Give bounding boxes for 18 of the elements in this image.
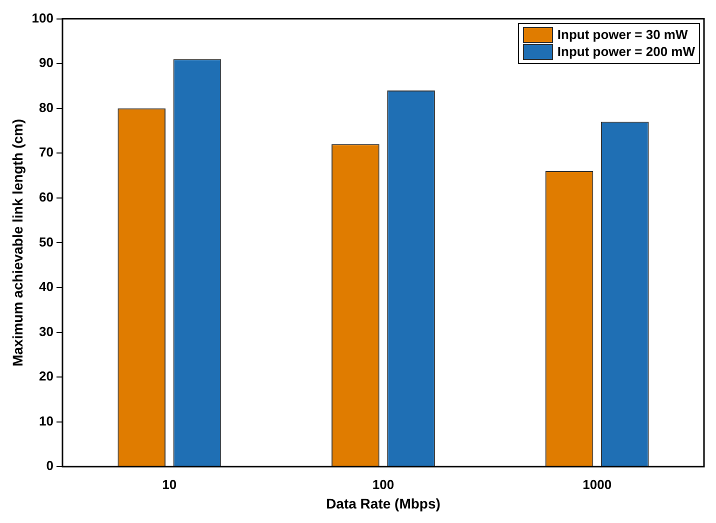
legend-label: Input power = 200 mW bbox=[557, 44, 695, 60]
y-tick-label: 40 bbox=[39, 279, 54, 294]
x-tick-label: 1000 bbox=[582, 476, 612, 492]
y-tick-label: 60 bbox=[39, 190, 54, 204]
y-tick-label: 50 bbox=[39, 234, 54, 250]
y-tick-label: 20 bbox=[39, 368, 54, 384]
y-tick-label: 0 bbox=[46, 458, 54, 474]
legend-label: Input power = 30 mW bbox=[557, 27, 688, 42]
x-tick-label: 100 bbox=[372, 476, 394, 492]
y-tick-label: 100 bbox=[32, 10, 54, 26]
y-tick-label: 10 bbox=[39, 413, 54, 428]
y-tick-label: 30 bbox=[39, 324, 54, 339]
y-axis-title: Maximum achievable link length (cm) bbox=[9, 118, 26, 366]
y-tick-label: 80 bbox=[39, 100, 54, 115]
x-tick-label: 10 bbox=[162, 476, 177, 492]
y-tick-label: 70 bbox=[39, 144, 54, 160]
y-tick-label: 90 bbox=[39, 55, 54, 70]
x-axis-title: Data Rate (Mbps) bbox=[326, 495, 440, 512]
